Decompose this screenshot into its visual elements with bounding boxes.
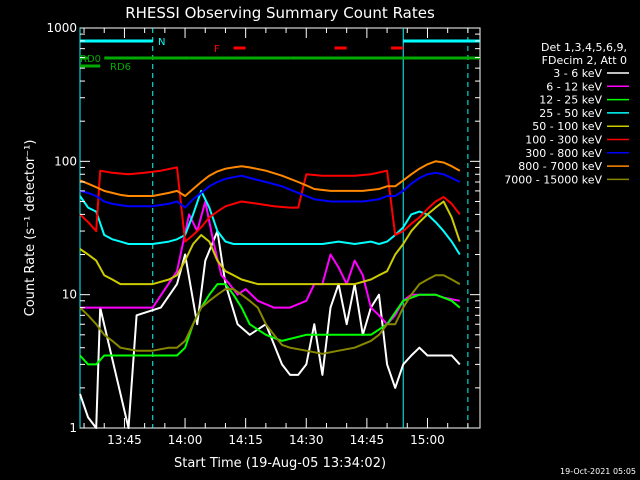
legend-header-line: FDecim 2, Att 0 — [542, 54, 627, 67]
legend-header-line: Det 1,3,4,5,6,9, — [541, 41, 627, 54]
x-tick-label: 13:45 — [107, 433, 142, 447]
legend: Det 1,3,4,5,6,9,FDecim 2, Att 03 - 6 keV… — [504, 41, 629, 186]
series-line-3 — [79, 189, 461, 256]
vertical-markers — [79, 28, 469, 428]
y-tick-label: 1000 — [46, 21, 77, 35]
plot-frame — [79, 27, 481, 429]
legend-entry-7: 800 - 7000 keV — [518, 160, 602, 173]
x-tick-label: 14:30 — [289, 433, 324, 447]
legend-entry-6: 300 - 800 keV — [525, 147, 602, 160]
series-line-6 — [79, 171, 461, 209]
x-tick-label: 14:45 — [350, 433, 385, 447]
x-tick-label: 15:00 — [410, 433, 445, 447]
series-line-4 — [79, 200, 461, 286]
legend-entry-5: 100 - 300 keV — [525, 134, 602, 147]
x-tick-label: 14:15 — [228, 433, 263, 447]
y-tick-label: 10 — [62, 288, 77, 302]
series-line-7 — [79, 160, 461, 197]
flag-rd6-label: RD6 — [110, 62, 131, 73]
flag-bars: N F RD0 RD6 — [80, 37, 480, 73]
flag-n-label: N — [158, 37, 165, 48]
legend-entry-1: 6 - 12 keV — [546, 80, 602, 93]
y-tick-label: 1 — [69, 421, 77, 435]
chart-title: RHESSI Observing Summary Count Rates — [125, 4, 435, 22]
series-group — [79, 160, 461, 429]
series-line-0 — [79, 230, 461, 429]
flag-f-label: F — [214, 44, 220, 55]
legend-entry-4: 50 - 100 keV — [532, 120, 602, 133]
series-line-8 — [79, 274, 461, 355]
legend-entry-0: 3 - 6 keV — [553, 67, 602, 80]
legend-entry-3: 25 - 50 keV — [539, 107, 602, 120]
y-axis-label: Count Rate (s⁻¹ detector⁻¹) — [23, 140, 38, 317]
legend-entry-8: 7000 - 15000 keV — [504, 173, 602, 186]
legend-entry-2: 12 - 25 keV — [539, 94, 602, 107]
flag-rd0-label: RD0 — [80, 54, 101, 65]
y-axis: 1 10 100 1000 — [46, 21, 480, 435]
x-axis-label: Start Time (19-Aug-05 13:34:02) — [174, 456, 386, 471]
x-axis: 13:45 14:00 14:15 14:30 14:45 15:00 — [83, 28, 469, 447]
x-tick-label: 14:00 — [168, 433, 203, 447]
footer-date: 19-Oct-2021 05:05 — [560, 467, 636, 476]
y-tick-label: 100 — [54, 154, 77, 168]
series-line-5 — [79, 166, 461, 243]
